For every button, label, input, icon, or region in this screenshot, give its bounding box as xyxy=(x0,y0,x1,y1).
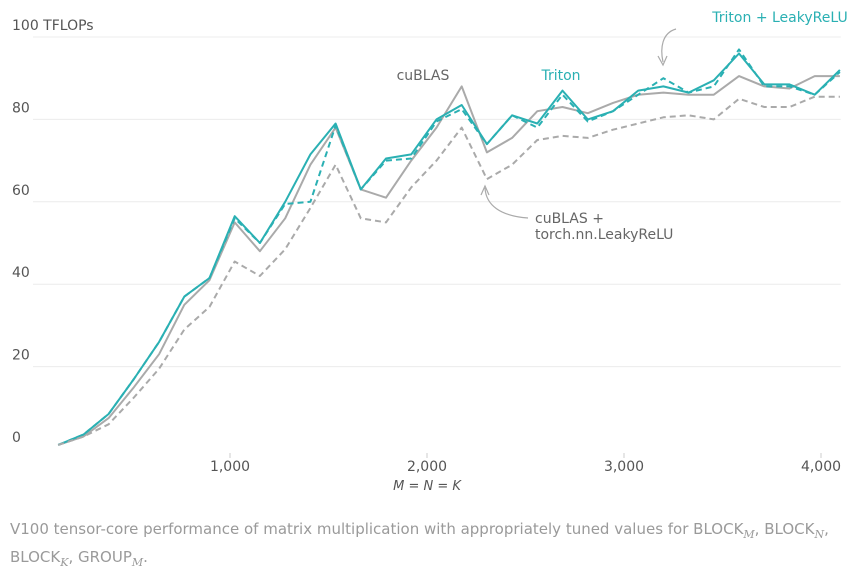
caption-subscript: K xyxy=(60,556,69,569)
series-label: cuBLAS + xyxy=(535,211,604,227)
x-tick-label: 3,000 xyxy=(604,459,644,475)
series-label: Triton xyxy=(540,68,580,84)
caption-subscript: M xyxy=(131,556,144,569)
y-tick-label: 20 xyxy=(12,348,30,364)
caption-text: , GROUP xyxy=(68,548,132,566)
x-tick-label: 1,000 xyxy=(210,459,250,475)
lines xyxy=(57,48,841,446)
caption-text: . xyxy=(143,548,148,566)
caption-subscript: N xyxy=(814,528,825,541)
annotation-arrowhead xyxy=(480,184,490,196)
x-tick-label: 2,000 xyxy=(407,459,447,475)
annotation-arrowhead xyxy=(657,55,668,67)
caption-subscript: M xyxy=(743,528,755,541)
series-label: Triton + LeakyReLU xyxy=(711,10,847,26)
grid: 0 20 40 60 80 100 TFLOPs 1,000 2,000 3,000 4,000 xyxy=(12,18,841,475)
y-tick-label: 0 xyxy=(12,430,21,446)
y-tick-label: 80 xyxy=(12,100,30,116)
caption-text: V100 tensor-core performance of matrix m… xyxy=(10,520,744,538)
series-label: cuBLAS xyxy=(397,68,450,84)
series-label: torch.nn.LeakyReLU xyxy=(535,227,673,243)
annotation-arrow xyxy=(484,187,529,219)
x-axis-label: M = N = K xyxy=(393,479,462,494)
series-line xyxy=(57,75,840,446)
series-line xyxy=(57,95,840,446)
caption-text: , BLOCK xyxy=(10,520,829,566)
caption: V100 tensor-core performance of matrix m… xyxy=(10,518,845,574)
caption-text: , BLOCK xyxy=(754,520,815,538)
series-line xyxy=(57,48,841,446)
y-tick-label: 60 xyxy=(12,183,30,199)
y-tick-label: 40 xyxy=(12,265,30,281)
y-tick-label: 100 TFLOPs xyxy=(12,18,94,34)
annotation-arrow xyxy=(661,28,677,63)
x-tick-label: 4,000 xyxy=(801,459,841,475)
